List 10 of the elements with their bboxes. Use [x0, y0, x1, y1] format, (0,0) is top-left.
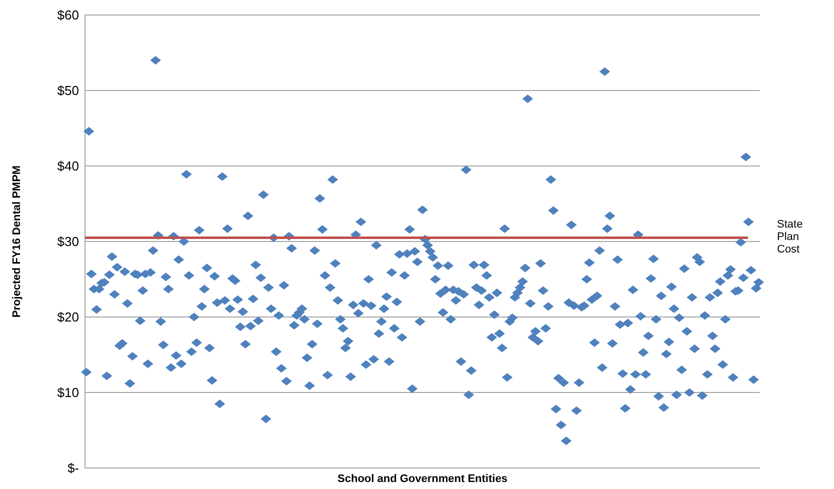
y-tick-label: $50 [57, 83, 79, 98]
y-axis-title: Projected FY16 Dental PMPM [11, 165, 23, 318]
y-tick-label: $10 [57, 385, 79, 400]
y-tick-label: $30 [57, 234, 79, 250]
y-tick-label: $40 [57, 158, 79, 174]
y-tick-label: $60 [57, 8, 79, 23]
y-tick-label: $20 [57, 310, 79, 325]
ref-line-label: State Plan Cost [777, 218, 803, 256]
y-tick-label: $- [67, 460, 79, 476]
x-axis-title: School and Government Entities [338, 473, 508, 485]
